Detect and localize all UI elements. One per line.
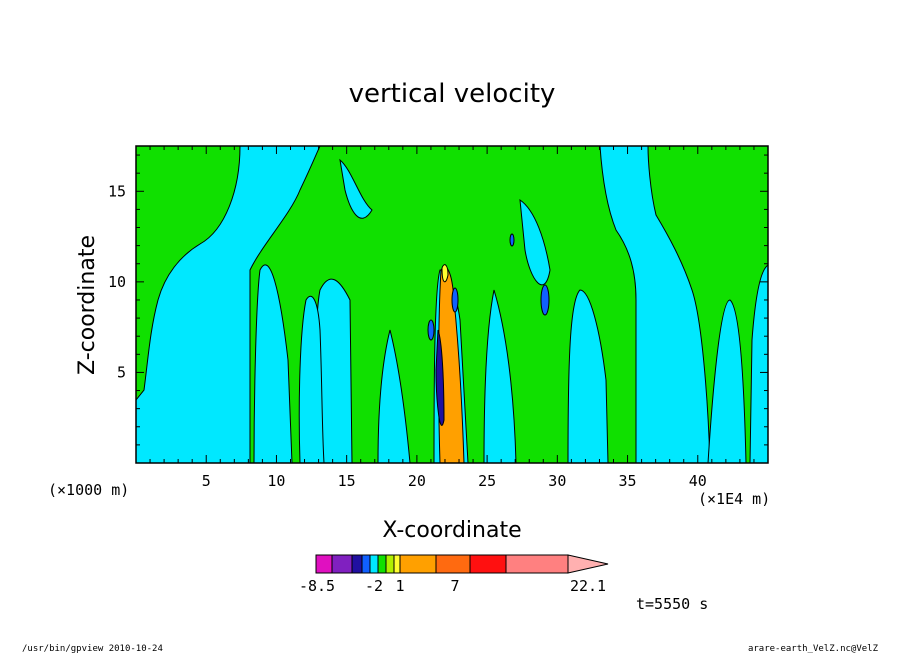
x-axis-ticks: 5 10 15 20 25 30 35 40 bbox=[135, 146, 769, 490]
x-tick-label: 20 bbox=[408, 472, 426, 490]
colorbar-segment bbox=[369, 554, 379, 574]
colorbar-label-1: -8.5 bbox=[299, 577, 335, 595]
contour-left-green bbox=[136, 146, 241, 401]
x-scale-note: (×1E4 m) bbox=[698, 490, 770, 508]
y-tick-label: 5 bbox=[117, 363, 126, 381]
footer-right: arare-earth_VelZ.nc@VelZ bbox=[748, 644, 879, 654]
colorbar-label-4: 7 bbox=[450, 577, 459, 595]
downdraft-blob-4 bbox=[509, 233, 515, 247]
colorbar-segment bbox=[351, 554, 363, 574]
x-tick-label: 10 bbox=[267, 472, 285, 490]
colorbar bbox=[315, 554, 609, 574]
y-tick-label: 10 bbox=[108, 273, 126, 291]
x-tick-label: 15 bbox=[338, 472, 356, 490]
colorbar-segment bbox=[377, 554, 387, 574]
downdraft-blob-2 bbox=[427, 319, 435, 341]
colorbar-segment bbox=[469, 554, 507, 574]
downdraft-core bbox=[435, 329, 445, 426]
y-tick-label: 15 bbox=[108, 182, 126, 200]
chart-title: vertical velocity bbox=[349, 79, 556, 109]
y-axis-ticks: 5 10 15 bbox=[108, 154, 768, 464]
colorbar-segment bbox=[331, 554, 353, 574]
x-unit-label: (×1000 m) bbox=[48, 481, 129, 499]
x-tick-label: 40 bbox=[689, 472, 707, 490]
plot-area bbox=[136, 146, 768, 463]
x-tick-label: 5 bbox=[202, 472, 211, 490]
colorbar-extension-arrow bbox=[567, 554, 609, 574]
colorbar-label-3: 1 bbox=[395, 577, 404, 595]
colorbar-segment bbox=[385, 554, 395, 574]
contour-cyan-tail bbox=[707, 299, 747, 463]
x-axis-label: X-coordinate bbox=[382, 518, 521, 543]
time-label: t=5550 s bbox=[636, 595, 708, 613]
x-tick-label: 35 bbox=[619, 472, 637, 490]
colorbar-segment bbox=[315, 554, 333, 574]
plot-frame bbox=[135, 145, 769, 464]
x-tick-label: 30 bbox=[548, 472, 566, 490]
footer-left: /usr/bin/gpview 2010-10-24 bbox=[22, 644, 163, 654]
downdraft-blob-1 bbox=[540, 284, 550, 316]
colorbar-segment bbox=[361, 554, 371, 574]
downdraft-blob-3 bbox=[451, 287, 459, 313]
contour-inner-cyan-1 bbox=[298, 295, 325, 463]
updraft-core-inner bbox=[441, 264, 449, 283]
x-tick-label: 25 bbox=[478, 472, 496, 490]
colorbar-segment bbox=[505, 554, 569, 574]
colorbar-label-2: -2 bbox=[365, 577, 383, 595]
colorbar-label-5: 22.1 bbox=[570, 577, 606, 595]
colorbar-segment bbox=[399, 554, 437, 574]
contour-inner-cyan-2 bbox=[339, 158, 373, 219]
colorbar-segment bbox=[393, 554, 401, 574]
y-axis-label: Z-coordinate bbox=[75, 235, 100, 375]
colorbar-segment bbox=[435, 554, 471, 574]
contour-inner-cyan-3 bbox=[519, 198, 551, 286]
